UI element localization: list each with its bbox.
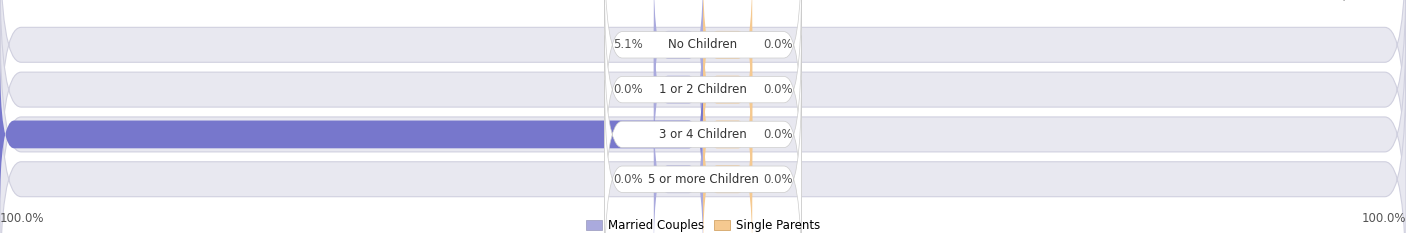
FancyBboxPatch shape [703,0,752,120]
FancyBboxPatch shape [0,0,1406,162]
FancyBboxPatch shape [605,0,801,188]
Text: No Children: No Children [668,38,738,51]
Text: 0.0%: 0.0% [762,83,793,96]
Text: INCOME BELOW POVERTY AMONG MARRIED-COUPLE VS SINGLE-PARENT HOUSEHOLDS IN ZENA: INCOME BELOW POVERTY AMONG MARRIED-COUPL… [0,0,633,1]
FancyBboxPatch shape [654,103,703,233]
FancyBboxPatch shape [605,0,801,144]
Text: 0.0%: 0.0% [613,83,644,96]
FancyBboxPatch shape [703,14,752,165]
Text: 3 or 4 Children: 3 or 4 Children [659,128,747,141]
Text: 5.1%: 5.1% [613,38,644,51]
FancyBboxPatch shape [654,14,703,165]
Text: 1 or 2 Children: 1 or 2 Children [659,83,747,96]
Text: 0.0%: 0.0% [613,173,644,186]
FancyBboxPatch shape [605,36,801,233]
Text: 100.0%: 100.0% [1361,212,1406,225]
Text: 0.0%: 0.0% [762,173,793,186]
FancyBboxPatch shape [0,59,703,210]
FancyBboxPatch shape [605,80,801,233]
FancyBboxPatch shape [0,62,1406,233]
Text: 0.0%: 0.0% [762,128,793,141]
FancyBboxPatch shape [703,103,752,233]
Text: 100.0%: 100.0% [0,212,45,225]
Text: 5 or more Children: 5 or more Children [648,173,758,186]
FancyBboxPatch shape [0,0,1406,207]
Text: Source: ZipAtlas.com: Source: ZipAtlas.com [1288,0,1406,1]
Legend: Married Couples, Single Parents: Married Couples, Single Parents [586,219,820,232]
FancyBboxPatch shape [654,0,703,120]
FancyBboxPatch shape [0,17,1406,233]
FancyBboxPatch shape [703,59,752,210]
Text: 0.0%: 0.0% [762,38,793,51]
